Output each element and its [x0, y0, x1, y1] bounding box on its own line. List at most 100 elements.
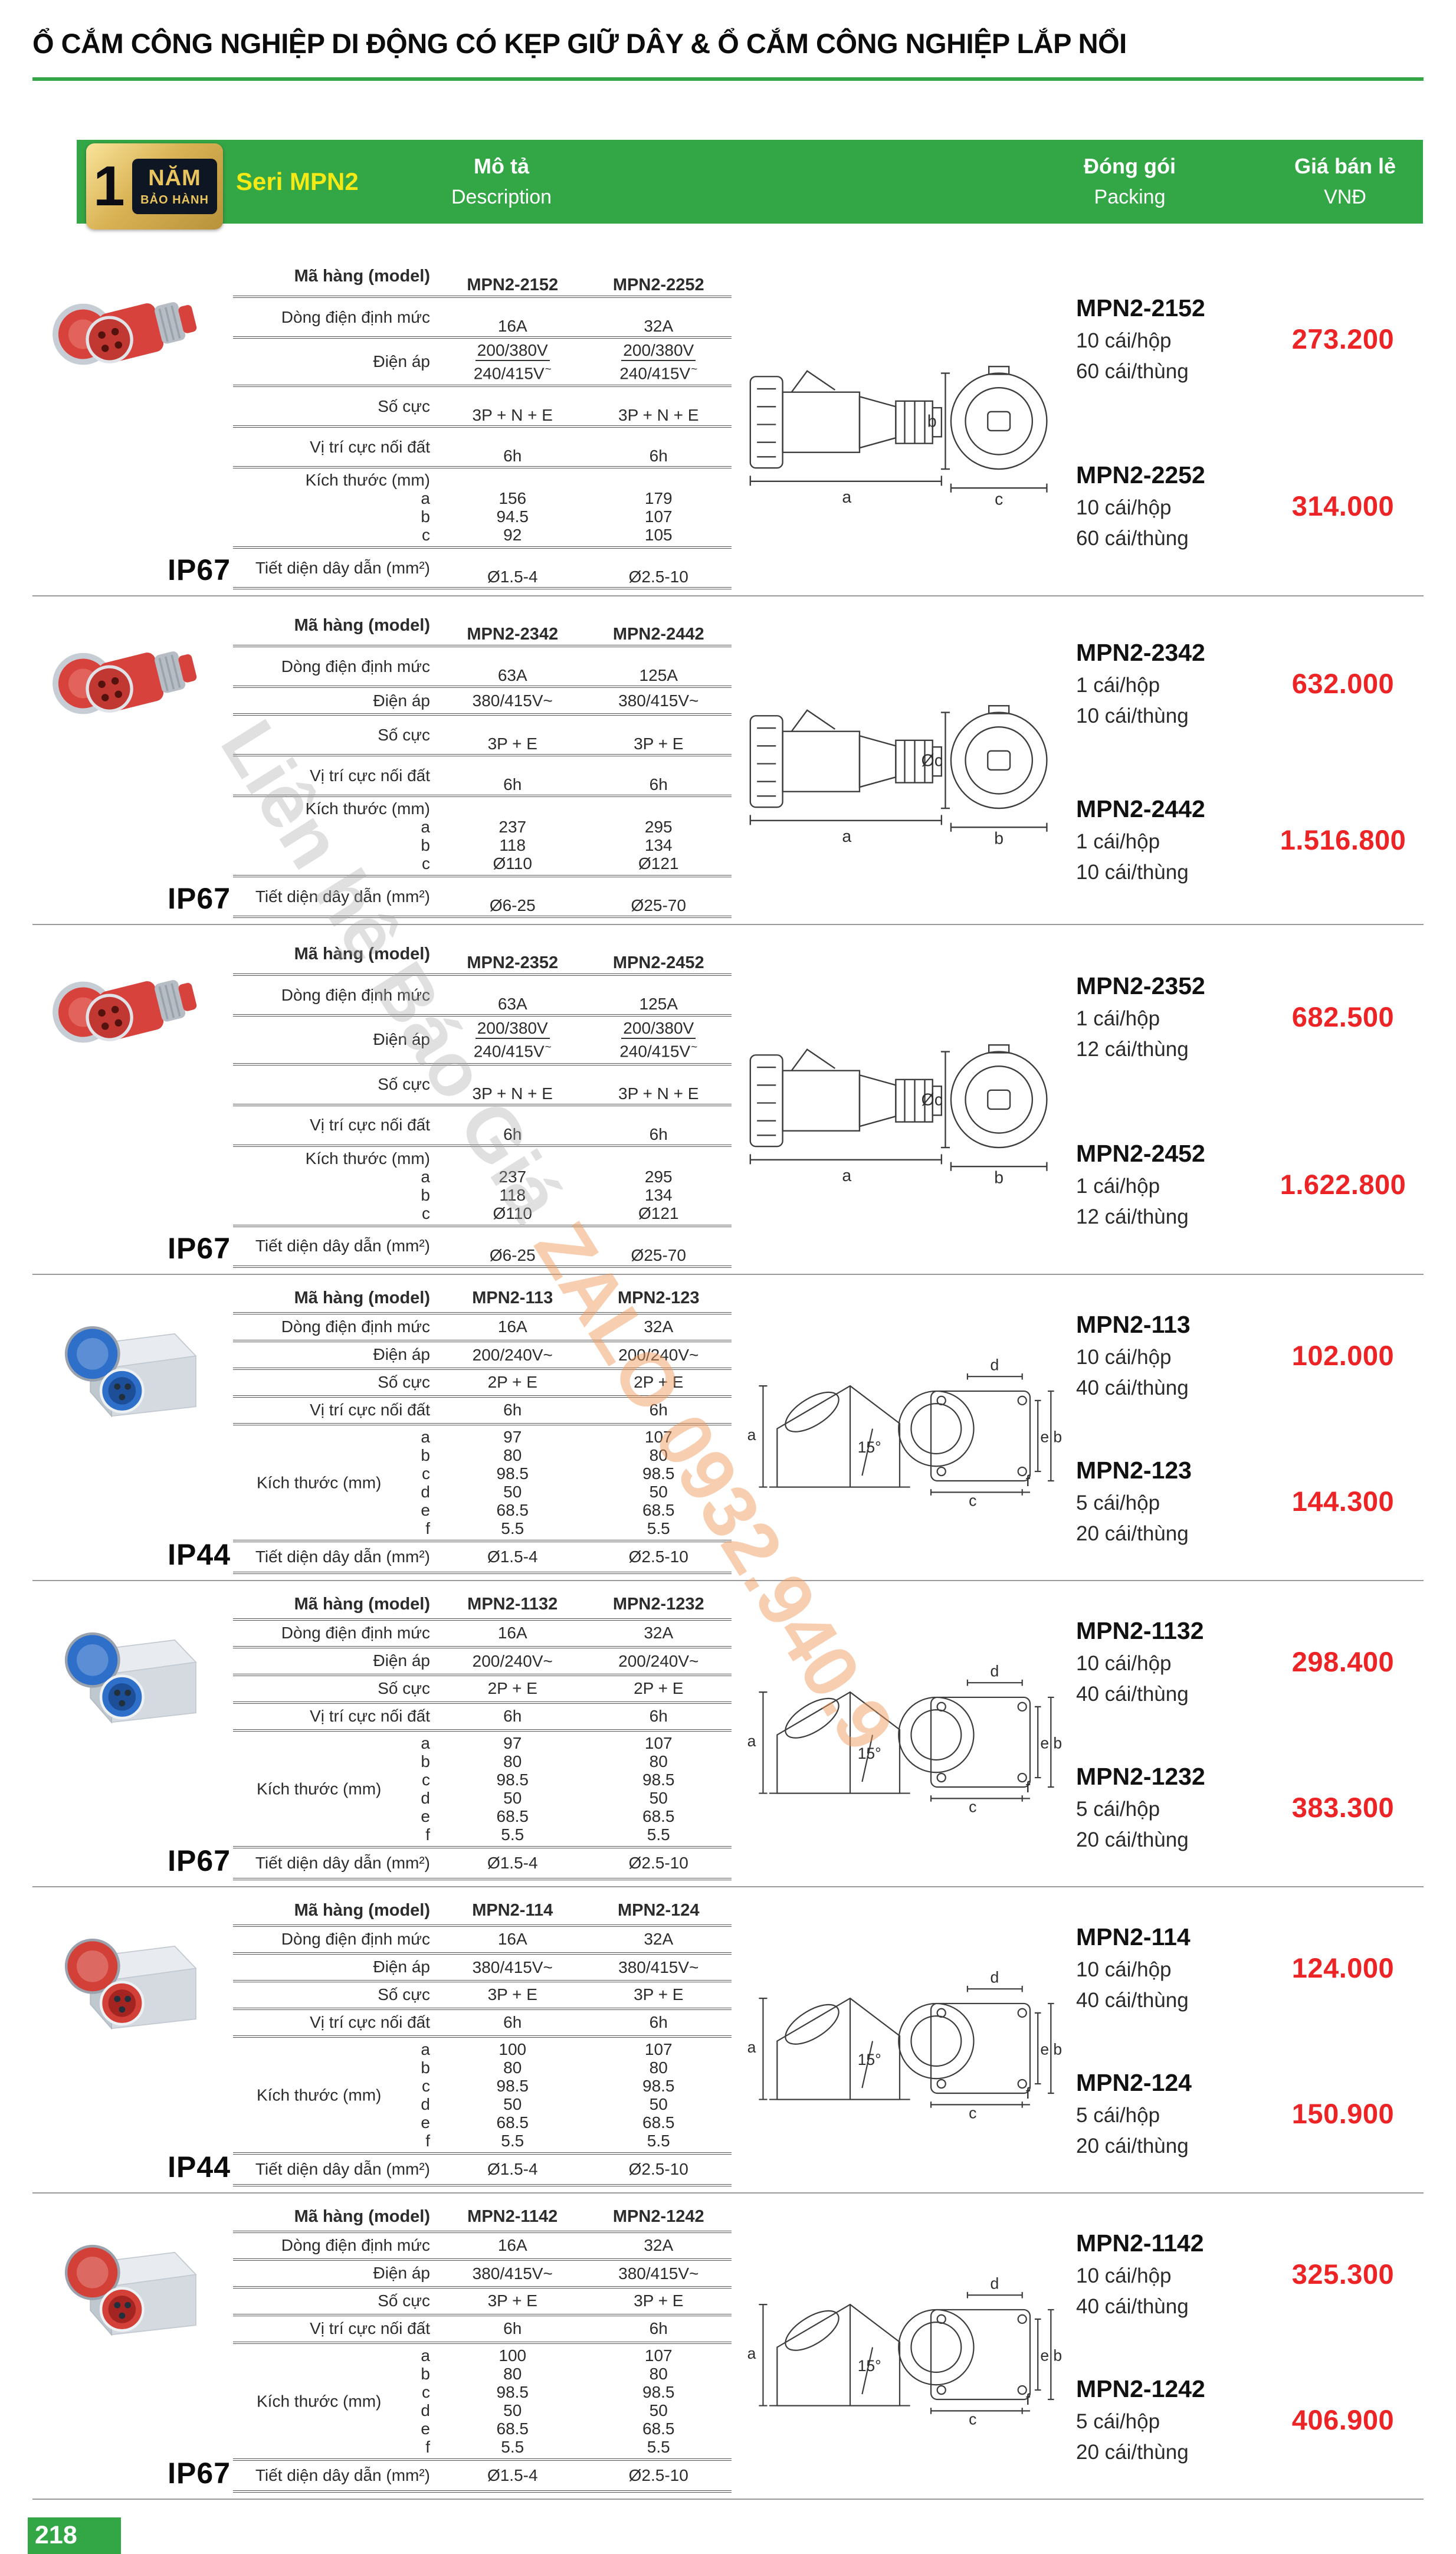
angle-label: 15°: [858, 1745, 881, 1762]
dimension-values-col1: 237 118 Ø110: [440, 1149, 586, 1222]
spec-row-earth-position: Vị trí cực nối đất 6h 6h: [233, 428, 732, 469]
spec-table: Mã hàng (model) MPN2-2152 MPN2-2252 Dòng…: [233, 255, 732, 590]
product-photo-cell: IP67: [32, 255, 233, 589]
svg-text:e: e: [1040, 2040, 1049, 2058]
dimension-value: 107: [644, 1427, 673, 1446]
technical-drawing-connector: a b c: [749, 366, 1048, 506]
svg-text:c: c: [969, 1798, 976, 1813]
dimension-letter: a: [421, 818, 430, 837]
spec-row-current: Dòng điện định mức 63A 125A: [233, 647, 732, 689]
technical-drawing-cell: a: [732, 1896, 1068, 2186]
product-code: MPN2-1242: [1076, 2375, 1205, 2402]
product-photo-wall-socket: [64, 2244, 197, 2336]
product-code: MPN2-2152: [1076, 294, 1205, 322]
dimension-value: 100: [499, 2346, 527, 2365]
dimension-value: 107: [644, 2040, 673, 2058]
spec-row-wire-section: Tiết diện dây dẫn (mm²) Ø1.5-4 Ø2.5-10: [233, 549, 732, 590]
dimension-letter: c: [422, 854, 430, 873]
pack-per-box: 10 cái/hộp: [1076, 329, 1172, 353]
dimension-values-col1: 97 80 98.5 50 68.5 5.5: [440, 1734, 586, 1844]
technical-drawing-cell: a b c: [732, 255, 1068, 589]
retail-price: 314.000: [1291, 490, 1395, 522]
product-entry: MPN2-124 5 cái/hộp 20 cái/thùng: [1076, 2041, 1262, 2186]
svg-text:c: c: [969, 1491, 976, 1507]
product-entry: MPN2-2352 1 cái/hộp 12 cái/thùng: [1076, 933, 1262, 1100]
price-cell: 325.300 406.900: [1262, 2202, 1424, 2493]
model-value: MPN2-1242: [612, 2207, 704, 2226]
warranty-badge: 1 NĂM BẢO HÀNH: [86, 143, 223, 230]
dimension-value: 134: [644, 836, 673, 855]
spec-row-earth-position: Vị trí cực nối đất 6h 6h: [233, 1398, 732, 1425]
dimension-values-col2: 295 134 Ø121: [586, 1149, 732, 1222]
dimension-value: 50: [649, 1788, 668, 1807]
dimension-letter: f: [425, 2131, 430, 2150]
spec-row-model: Mã hàng (model) MPN2-2152 MPN2-2252: [233, 257, 732, 298]
current-value: 32A: [644, 1930, 674, 1949]
pack-per-carton: 40 cái/thùng: [1076, 1683, 1189, 1706]
dimension-value: 50: [503, 2401, 522, 2419]
earth-value: 6h: [503, 1707, 522, 1726]
retail-price: 383.300: [1291, 1791, 1395, 1823]
dimension-value: Ø121: [638, 854, 679, 873]
product-photo-cell: IP67: [32, 2202, 233, 2493]
voltage-value: 200/240V~: [472, 1651, 553, 1670]
svg-text:e: e: [1040, 1428, 1049, 1445]
product-code: MPN2-113: [1076, 1311, 1191, 1339]
current-value: 16A: [497, 1317, 527, 1336]
spec-row-voltage: Điện áp 380/415V~ 380/415V~: [233, 688, 732, 716]
product-code: MPN2-2442: [1076, 795, 1205, 823]
dimension-value: 295: [644, 818, 673, 837]
dimension-value: 94.5: [496, 507, 529, 526]
dimension-letter: f: [425, 1825, 430, 1844]
dimension-letter: f: [425, 2437, 430, 2456]
svg-text:f: f: [1026, 1471, 1031, 1489]
wire-value: Ø2.5-10: [628, 568, 688, 586]
dimension-value: 80: [649, 1752, 668, 1771]
dimension-value: 5.5: [647, 2437, 670, 2456]
dimension-letter: b: [421, 1185, 430, 1204]
svg-text:b: b: [1053, 2040, 1061, 2058]
dimension-value: 5.5: [647, 1519, 670, 1537]
earth-value: 6h: [649, 1401, 668, 1419]
dimension-value: 68.5: [642, 2113, 675, 2132]
pack-per-box: 10 cái/hộp: [1076, 1346, 1172, 1369]
retail-price: 298.400: [1291, 1646, 1395, 1678]
dimension-letter: b: [421, 507, 430, 526]
product-entry: MPN2-2452 1 cái/hộp 12 cái/thùng: [1076, 1101, 1262, 1268]
product-photo-portable-connector: [53, 651, 197, 714]
spec-row-poles: Số cực 2P + E 2P + E: [233, 1676, 732, 1704]
voltage-value: 380/415V~: [472, 2264, 553, 2283]
retail-price: 102.000: [1291, 1340, 1395, 1372]
spec-row-wire-section: Tiết diện dây dẫn (mm²) Ø1.5-4 Ø2.5-10: [233, 2461, 732, 2493]
retail-price: 632.000: [1291, 667, 1395, 699]
pack-per-box: 10 cái/hộp: [1076, 1652, 1172, 1676]
wire-value: Ø1.5-4: [487, 1853, 538, 1872]
dimension-letter: b: [421, 2364, 430, 2383]
dimension-value: 5.5: [501, 1825, 524, 1844]
svg-text:f: f: [1026, 1778, 1031, 1795]
angle-label: 15°: [858, 1438, 881, 1456]
product-block: IP67 Mã hàng (model) MPN2-2152 MPN2-2252…: [32, 247, 1424, 597]
wire-value: Ø25-70: [631, 896, 686, 915]
model-value: MPN2-2252: [612, 276, 704, 294]
technical-drawing-wall-socket: a 15° d e b c f: [747, 2274, 1061, 2425]
wire-value: Ø6-25: [489, 1245, 536, 1264]
technical-drawing-cell: a: [732, 2202, 1068, 2493]
current-value: 63A: [497, 666, 527, 685]
poles-value: 3P + N + E: [618, 1084, 699, 1103]
voltage-value: 380/415V~: [472, 1958, 553, 1976]
svg-text:a: a: [842, 488, 851, 506]
product-entry: MPN2-1142 10 cái/hộp 40 cái/thùng: [1076, 2202, 1262, 2348]
dimension-value: Ø121: [638, 1204, 679, 1222]
pack-per-box: 10 cái/hộp: [1076, 496, 1172, 520]
poles-value: 3P + E: [634, 735, 684, 753]
dimension-values-col1: 100 80 98.5 50 68.5 5.5: [440, 2040, 586, 2150]
poles-value: 2P + E: [634, 1373, 684, 1392]
dimension-value: 50: [503, 2094, 522, 2113]
dimension-letter: b: [421, 836, 430, 855]
model-value: MPN2-2152: [467, 276, 559, 294]
